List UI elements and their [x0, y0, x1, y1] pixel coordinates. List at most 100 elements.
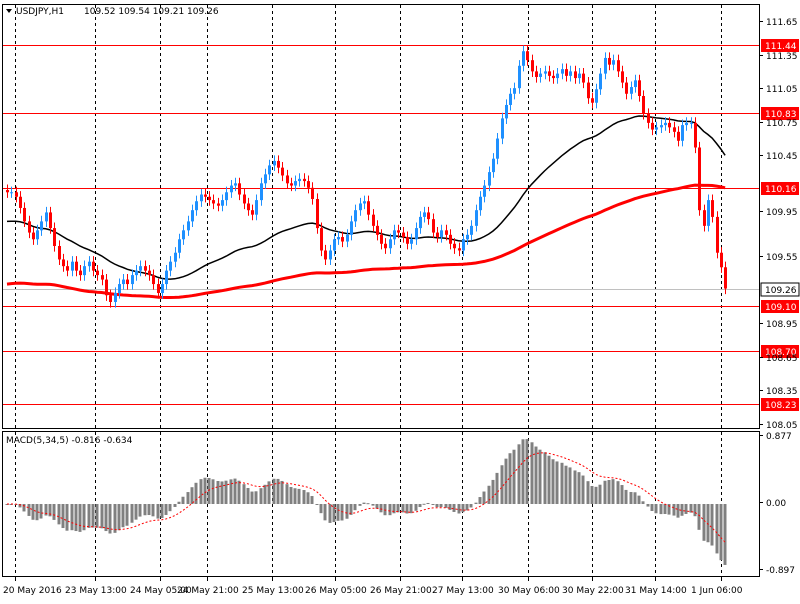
candle-body [397, 230, 400, 233]
macd-bar [547, 455, 551, 504]
macd-bar [659, 504, 663, 515]
macd-bar [220, 481, 224, 504]
macd-bar [491, 479, 495, 504]
candle-body [556, 73, 559, 79]
macd-bar [242, 484, 246, 504]
candle-body [634, 80, 637, 88]
macd-bar [581, 475, 585, 504]
candle-body [303, 178, 306, 182]
macd-bar [160, 504, 164, 519]
level-label: 110.83 [765, 110, 797, 120]
macd-bar [366, 503, 370, 505]
candle-body [591, 98, 594, 103]
candle-body [423, 212, 426, 217]
macd-bar [448, 504, 452, 510]
macd-bar [27, 504, 31, 516]
macd-bar [663, 504, 667, 514]
level-label: 110.16 [765, 185, 797, 195]
current-price-label: 109.26 [765, 286, 797, 296]
macd-bar [371, 504, 375, 506]
candle-body [492, 158, 495, 173]
candle-body [221, 200, 224, 206]
main-chart-frame [2, 4, 760, 429]
macd-bar [521, 439, 525, 504]
level-label-bg [761, 398, 799, 411]
candle-body [286, 175, 289, 184]
candle-body [587, 82, 590, 99]
macd-bar [646, 504, 650, 507]
level-label-bg [761, 182, 799, 195]
macd-bar [607, 480, 611, 504]
macd-bar [336, 504, 340, 521]
macd-bar [568, 467, 572, 504]
candle-body [251, 210, 254, 215]
dropdown-triangle-icon[interactable] [6, 9, 12, 13]
time-label: 24 May 21:00 [177, 586, 239, 596]
candle-body [6, 190, 9, 193]
macd-bar [224, 480, 228, 504]
candle-body [458, 248, 461, 251]
macd-bar [61, 504, 65, 529]
macd-bar [134, 504, 138, 520]
macd-bar [147, 504, 151, 516]
candle-body [681, 125, 684, 141]
macd-bar [495, 472, 499, 504]
candle-body [307, 181, 310, 188]
candle-body [509, 93, 512, 105]
candle-body [139, 266, 142, 271]
macd-bar [641, 501, 645, 504]
macd-bar [289, 486, 293, 504]
candle-body [298, 178, 301, 182]
macd-bar [723, 504, 727, 565]
macd-bar [551, 459, 555, 504]
macd-bar [168, 504, 172, 512]
macd-bar [676, 504, 680, 518]
candle-body [513, 88, 516, 94]
candle-body [608, 57, 611, 65]
macd-scale-label: 0.877 [766, 432, 792, 442]
macd-bar [95, 504, 99, 528]
macd-bar [719, 504, 723, 561]
macd-bar [611, 479, 615, 504]
macd-bar [328, 504, 332, 523]
macd-bar [457, 504, 461, 514]
macd-bar [405, 504, 409, 514]
macd-bar [121, 504, 125, 528]
macd-bar [181, 496, 185, 504]
macd-bar [340, 504, 344, 521]
macd-bar [203, 477, 207, 504]
candle-body [389, 239, 392, 249]
macd-bar [280, 480, 284, 504]
macd-bar [70, 504, 74, 531]
candle-body [71, 261, 74, 271]
macd-label: MACD(5,34,5) -0.816 -0.634 [6, 436, 133, 446]
macd-bar [31, 504, 35, 520]
candle-body [419, 216, 422, 229]
candle-body [535, 71, 538, 77]
macd-bar [401, 504, 405, 513]
macd-bar [702, 504, 706, 541]
candle-body [552, 75, 555, 79]
level-label-bg [761, 345, 799, 358]
macd-bar [624, 489, 628, 504]
price-tick-label: 111.65 [766, 18, 798, 28]
candle-body [178, 239, 181, 253]
candle-body [578, 73, 581, 79]
macd-bar [113, 504, 117, 533]
macd-bar [508, 453, 512, 504]
macd-bar [349, 504, 353, 515]
candle-body [187, 221, 190, 231]
candle-body [320, 228, 323, 251]
macd-bar [594, 486, 598, 504]
macd-bar [650, 504, 654, 512]
macd-scale-label: -0.897 [766, 566, 795, 576]
candle-body [440, 230, 443, 238]
ma-fast-line [6, 115, 726, 280]
time-label: 26 May 21:00 [370, 586, 432, 596]
candle-body [432, 219, 435, 233]
candle-body [96, 270, 99, 276]
candle-body [694, 122, 697, 148]
candle-body [234, 183, 237, 186]
